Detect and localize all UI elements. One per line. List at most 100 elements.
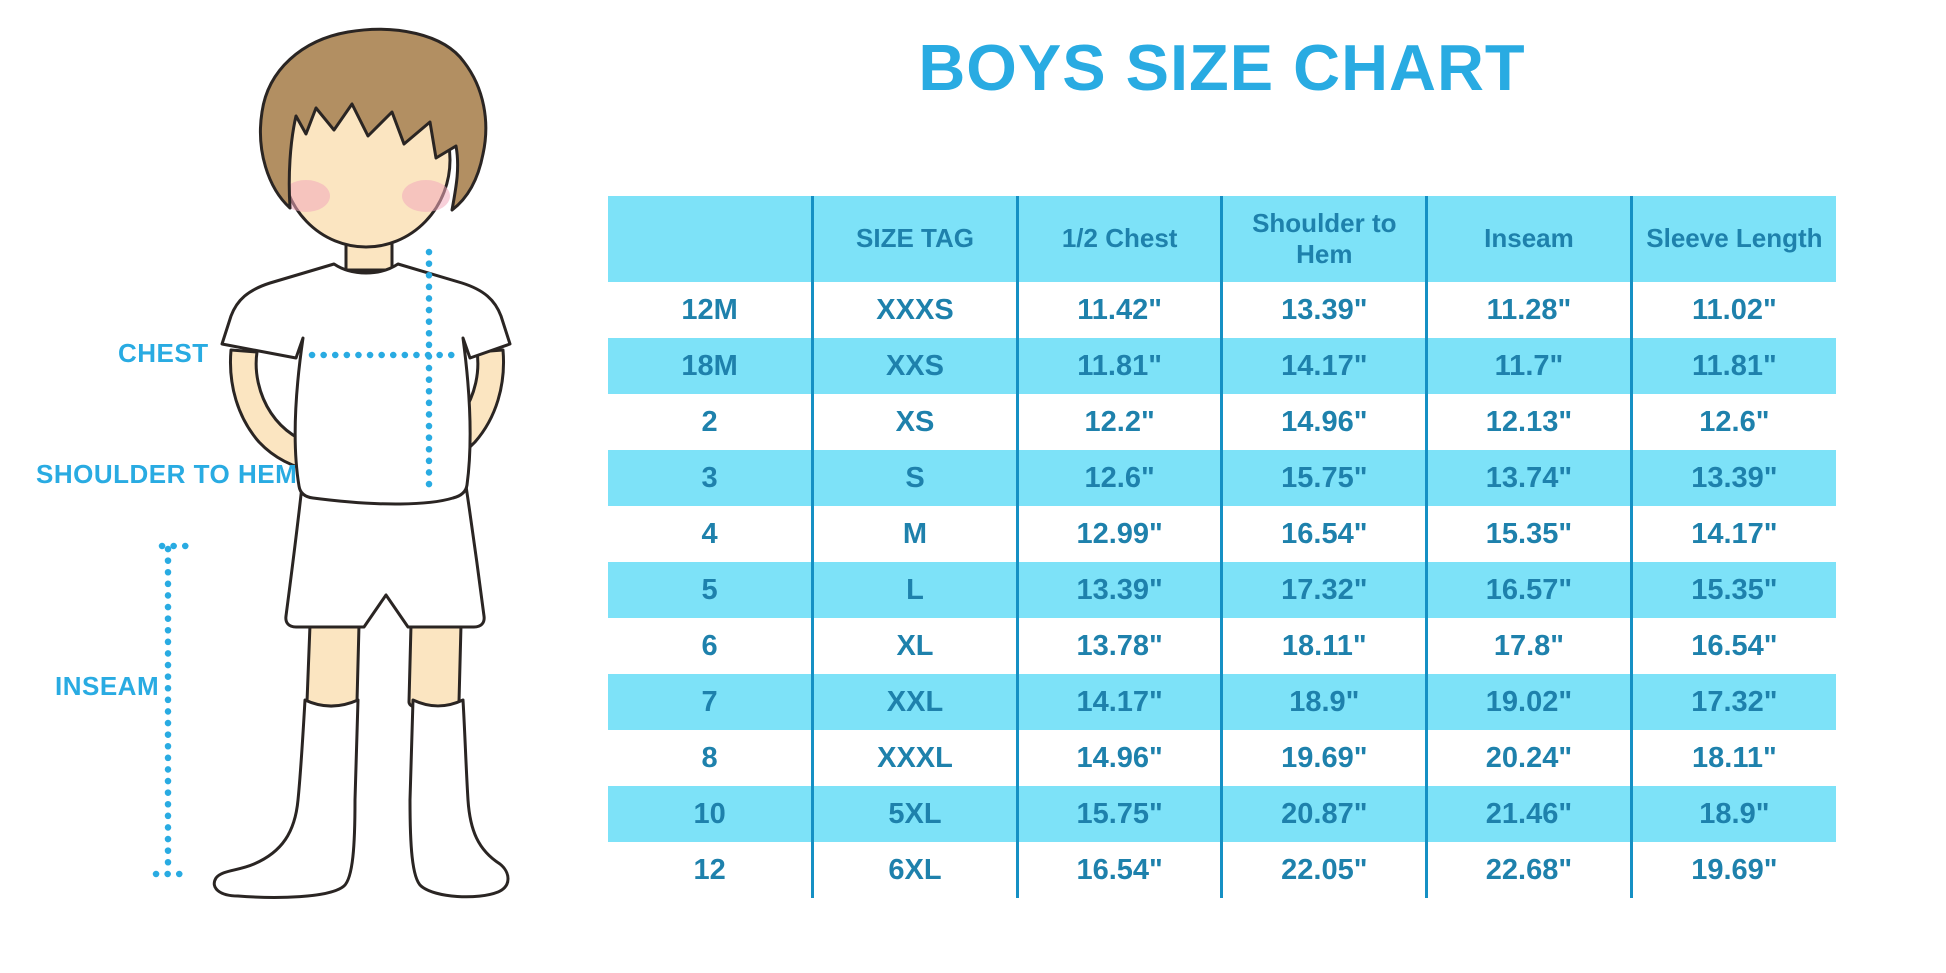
value-cell: XS [811, 394, 1018, 450]
table-row: 8 XXXL 14.96" 19.69" 20.24" 18.11" [608, 730, 1836, 786]
size-cell: 3 [701, 461, 718, 494]
value-cell: 11.81" [1015, 338, 1222, 394]
value-cell: XL [811, 618, 1018, 674]
value-cell: 17.32" [1629, 674, 1836, 730]
size-cell: 8 [701, 741, 718, 774]
t-shirt [220, 262, 512, 506]
page-title: BOYS SIZE CHART [918, 31, 1526, 104]
inseam-label: INSEAM [55, 671, 160, 701]
value-cell: 20.87" [1220, 786, 1427, 842]
column-header: 1/2 Chest [1015, 196, 1222, 282]
value-cell: 15.75" [1220, 450, 1427, 506]
value-cell: 17.32" [1220, 562, 1427, 618]
value-cell: 6XL [811, 842, 1018, 898]
column-header [608, 196, 813, 282]
shoulder-to-hem-label: SHOULDER TO HEM [36, 459, 298, 489]
table-row: 3 S 12.6" 15.75" 13.74" 13.39" [608, 450, 1836, 506]
column-header: Sleeve Length [1629, 196, 1836, 282]
right-leg [407, 623, 463, 712]
table-row: 4 M 12.99" 16.54" 15.35" 14.17" [608, 506, 1836, 562]
value-cell: 18.9" [1629, 786, 1836, 842]
value-cell: 14.96" [1220, 394, 1427, 450]
value-cell: 13.39" [1629, 450, 1836, 506]
value-cell: 14.17" [1220, 338, 1427, 394]
column-header: SIZE TAG [811, 196, 1018, 282]
value-cell: 17.8" [1425, 618, 1632, 674]
value-cell: M [811, 506, 1018, 562]
shorts [284, 484, 486, 629]
value-cell: 13.39" [1015, 562, 1222, 618]
size-cell: 4 [701, 517, 718, 550]
size-cell: 7 [701, 685, 718, 718]
blush-right [402, 180, 450, 212]
value-cell: 20.24" [1425, 730, 1632, 786]
blush-left [282, 180, 330, 212]
value-cell: 11.02" [1629, 282, 1836, 338]
table-row: 5 L 13.39" 17.32" 16.57" 15.35" [608, 562, 1836, 618]
table-body: 12M XXXS 11.42" 13.39" 11.28" 11.02" 18M XXS 11.… [608, 282, 1836, 898]
value-cell: 11.28" [1425, 282, 1632, 338]
table-row: 18M XXS 11.81" 14.17" 11.7" 11.81" [608, 338, 1836, 394]
value-cell: 15.75" [1015, 786, 1222, 842]
size-cell: 12 [693, 853, 726, 886]
table-row: 6 XL 13.78" 18.11" 17.8" 16.54" [608, 618, 1836, 674]
value-cell: 16.54" [1629, 618, 1836, 674]
right-sock [408, 698, 510, 899]
value-cell: 5XL [811, 786, 1018, 842]
value-cell: 22.68" [1425, 842, 1632, 898]
boy-illustration [152, 27, 512, 899]
left-leg [305, 623, 361, 712]
value-cell: 13.74" [1425, 450, 1632, 506]
table-row: 10 5XL 15.75" 20.87" 21.46" 18.9" [608, 786, 1836, 842]
hair [258, 27, 488, 212]
value-cell: 18.11" [1220, 618, 1427, 674]
size-cell: 2 [701, 405, 718, 438]
value-cell: XXL [811, 674, 1018, 730]
value-cell: 18.11" [1629, 730, 1836, 786]
value-cell: 19.69" [1220, 730, 1427, 786]
table-row: 12M XXXS 11.42" 13.39" 11.28" 11.02" [608, 282, 1836, 338]
value-cell: 12.13" [1425, 394, 1632, 450]
value-cell: 16.57" [1425, 562, 1632, 618]
size-cell: 5 [701, 573, 718, 606]
table-header-row: SIZE TAG 1/2 Chest Shoulder to Hem Inseam Sl… [608, 196, 1836, 282]
value-cell: 22.05" [1220, 842, 1427, 898]
value-cell: 18.9" [1220, 674, 1427, 730]
table-row: 2 XS 12.2" 14.96" 12.13" 12.6" [608, 394, 1836, 450]
size-cell: 12M [681, 293, 738, 326]
column-header: Shoulder to Hem [1220, 196, 1427, 282]
value-cell: 12.99" [1015, 506, 1222, 562]
column-header: Inseam [1425, 196, 1632, 282]
value-cell: 16.54" [1015, 842, 1222, 898]
value-cell: 13.78" [1015, 618, 1222, 674]
value-cell: 21.46" [1425, 786, 1632, 842]
value-cell: 13.39" [1220, 282, 1427, 338]
value-cell: 12.6" [1629, 394, 1836, 450]
value-cell: 14.17" [1629, 506, 1836, 562]
table-row: 7 XXL 14.17" 18.9" 19.02" 17.32" [608, 674, 1836, 730]
chest-label: CHEST [118, 338, 209, 368]
left-sock [212, 698, 360, 899]
size-cell: 6 [701, 629, 718, 662]
value-cell: 19.69" [1629, 842, 1836, 898]
value-cell: 11.42" [1015, 282, 1222, 338]
value-cell: 15.35" [1425, 506, 1632, 562]
value-cell: 12.2" [1015, 394, 1222, 450]
table-row: 12 6XL 16.54" 22.05" 22.68" 19.69" [608, 842, 1836, 898]
value-cell: 11.7" [1425, 338, 1632, 394]
size-cell: 18M [681, 349, 738, 382]
size-table: SIZE TAG 1/2 Chest Shoulder to Hem Inseam Sl… [608, 196, 1836, 898]
value-cell: XXXL [811, 730, 1018, 786]
value-cell: L [811, 562, 1018, 618]
value-cell: 11.81" [1629, 338, 1836, 394]
value-cell: 16.54" [1220, 506, 1427, 562]
value-cell: 14.17" [1015, 674, 1222, 730]
value-cell: 15.35" [1629, 562, 1836, 618]
size-cell: 10 [693, 797, 726, 830]
value-cell: XXS [811, 338, 1018, 394]
value-cell: 12.6" [1015, 450, 1222, 506]
value-cell: 19.02" [1425, 674, 1632, 730]
value-cell: S [811, 450, 1018, 506]
value-cell: XXXS [811, 282, 1018, 338]
